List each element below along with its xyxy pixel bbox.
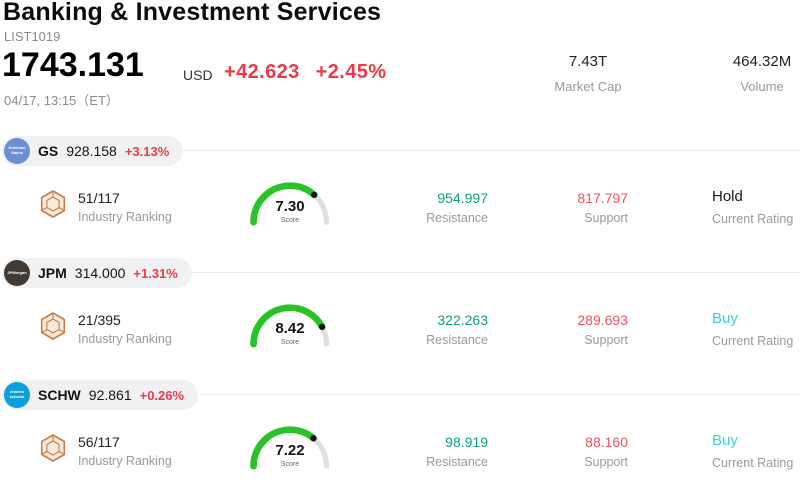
stock-price: 92.861 <box>88 387 132 403</box>
industry-ranking-label: Industry Ranking <box>78 332 172 346</box>
resistance-label: Resistance <box>426 211 488 225</box>
stock-pill[interactable]: JPMorgan JPM 314.000 +1.31% <box>2 258 192 288</box>
industry-ranking-label: Industry Ranking <box>78 210 172 224</box>
industry-rank-icon <box>38 311 68 341</box>
support: 817.797 Support <box>577 190 628 225</box>
company-logo: Goldman Sachs <box>4 138 30 164</box>
score-gauge: 7.30 Score <box>242 172 338 234</box>
support-value: 88.160 <box>585 434 628 450</box>
score-label: Score <box>280 217 300 224</box>
current-rating: Buy Current Rating <box>712 432 793 470</box>
score-value: 7.22 <box>275 442 305 459</box>
stock-pill[interactable]: charles schwab SCHW 92.861 +0.26% <box>2 380 199 410</box>
industry-ranking-value: 56/117 <box>78 434 120 450</box>
rating-value: Hold <box>712 188 743 205</box>
current-rating: Buy Current Rating <box>712 310 793 348</box>
page-title: Banking & Investment Services <box>3 0 382 26</box>
price-change-percent: +2.45% <box>315 61 387 83</box>
score-gauge: 7.22 Score <box>242 416 338 478</box>
industry-ranking: 56/117 Industry Ranking <box>78 434 172 468</box>
resistance: 98.919 Resistance <box>426 434 488 469</box>
price-change-group: +42.623 +2.45% <box>224 61 386 84</box>
industry-ranking: 21/395 Industry Ranking <box>78 312 172 346</box>
stock-section-jpm: JPMorgan JPM 314.000 +1.31% 21/395 Indus… <box>0 258 800 380</box>
divider <box>0 394 800 395</box>
support-label: Support <box>584 211 628 225</box>
stock-section-gs: Goldman Sachs GS 928.158 +3.13% 51/117 I… <box>0 136 800 258</box>
industry-rank-icon <box>38 189 68 219</box>
volume-value: 464.32M <box>732 53 792 70</box>
industry-ranking-value: 51/117 <box>78 190 120 206</box>
stock-price: 314.000 <box>74 265 126 281</box>
market-cap-value: 7.43T <box>568 53 608 70</box>
stock-change-percent: +3.13% <box>124 143 170 159</box>
rating-value: Buy <box>712 310 738 327</box>
industry-ranking-value: 21/395 <box>78 312 121 328</box>
score-label: Score <box>280 339 300 346</box>
industry-rank-icon <box>38 433 68 463</box>
support: 88.160 Support <box>584 434 628 469</box>
resistance-value: 98.919 <box>445 434 488 450</box>
current-rating: Hold Current Rating <box>712 188 793 226</box>
support-value: 289.693 <box>577 312 628 328</box>
rating-label: Current Rating <box>712 212 794 226</box>
volume-label: Volume <box>740 79 784 94</box>
score-label: Score <box>280 461 300 468</box>
price-change: +42.623 <box>224 61 300 83</box>
rating-label: Current Rating <box>712 456 794 470</box>
ticker-symbol: JPM <box>38 265 67 281</box>
resistance-label: Resistance <box>426 455 488 469</box>
company-logo: charles schwab <box>4 382 30 408</box>
resistance-value: 322.263 <box>437 312 488 328</box>
stock-pill[interactable]: Goldman Sachs GS 928.158 +3.13% <box>2 136 184 166</box>
company-logo: JPMorgan <box>4 260 30 286</box>
resistance-value: 954.997 <box>437 190 488 206</box>
divider <box>0 150 800 151</box>
stock-price: 928.158 <box>66 143 117 159</box>
list-id: LIST1019 <box>4 29 61 44</box>
ticker-symbol: GS <box>38 143 59 159</box>
resistance: 322.263 Resistance <box>426 312 488 347</box>
current-price: 1743.131 <box>2 46 144 84</box>
score-gauge: 8.42 Score <box>242 294 338 356</box>
rating-value: Buy <box>712 432 738 449</box>
divider <box>0 272 800 273</box>
volume-stat: 464.32M Volume <box>712 53 800 94</box>
ticker-symbol: SCHW <box>38 387 81 403</box>
resistance-label: Resistance <box>426 333 488 347</box>
market-cap-stat: 7.43T Market Cap <box>523 53 653 94</box>
stock-change-percent: +0.26% <box>139 387 185 403</box>
quote-datetime: 04/17, 13:15（ET） <box>4 93 119 108</box>
stock-change-percent: +1.31% <box>133 265 178 281</box>
resistance: 954.997 Resistance <box>426 190 488 225</box>
score-value: 7.30 <box>275 198 305 215</box>
rating-label: Current Rating <box>712 334 794 348</box>
industry-ranking: 51/117 Industry Ranking <box>78 190 172 224</box>
stock-section-schw: charles schwab SCHW 92.861 +0.26% 56/117… <box>0 380 800 488</box>
market-cap-label: Market Cap <box>554 79 622 94</box>
score-value: 8.42 <box>275 320 305 337</box>
currency-label: USD <box>183 67 213 83</box>
support-value: 817.797 <box>577 190 628 206</box>
support-label: Support <box>584 333 628 347</box>
support-label: Support <box>584 455 628 469</box>
support: 289.693 Support <box>577 312 628 347</box>
industry-ranking-label: Industry Ranking <box>78 454 172 468</box>
